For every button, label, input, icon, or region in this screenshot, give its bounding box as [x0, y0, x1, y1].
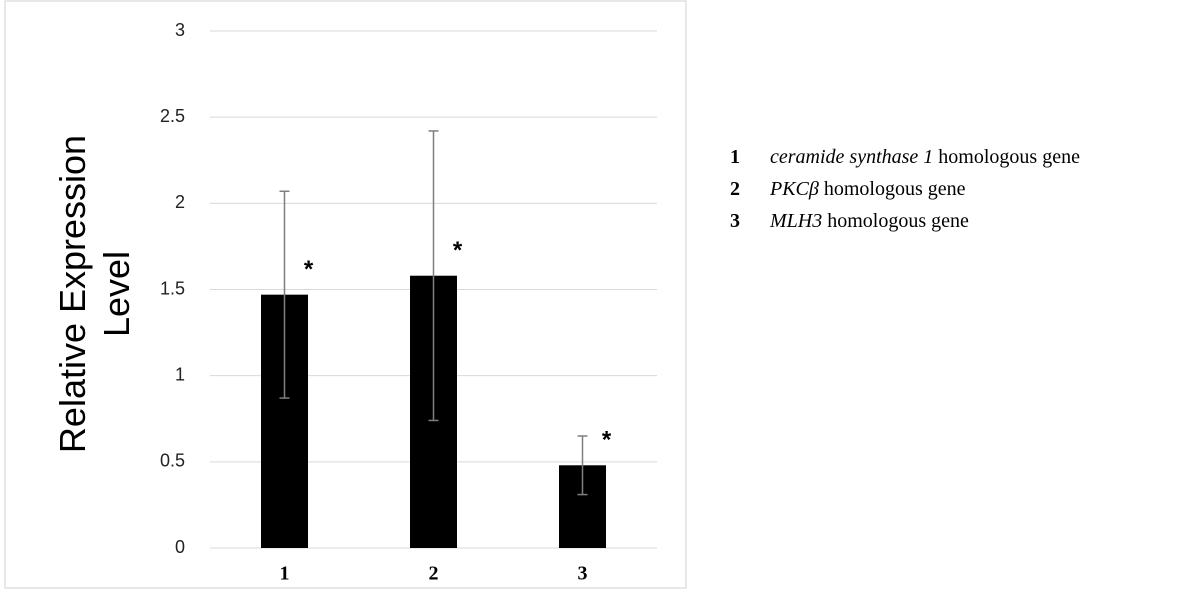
legend-entry: 1 ceramide synthase 1 homologous gene [730, 146, 1080, 178]
y-tick-label: 3 [175, 20, 185, 40]
legend-entry: 2 PKCβ homologous gene [730, 178, 1080, 210]
legend-gene: ceramide synthase 1 [770, 146, 934, 168]
y-tick-label: 2.5 [160, 106, 185, 126]
legend-suffix: homologous gene [827, 210, 969, 232]
y-tick-label: 2 [175, 192, 185, 212]
legend: 1 ceramide synthase 1 homologous gene 2 PKCβ… [730, 146, 1080, 242]
x-tick-label: 3 [578, 563, 588, 585]
y-tick-label: 0.5 [160, 451, 185, 471]
legend-key: 1 [730, 146, 740, 168]
legend-gene: PKCβ [770, 178, 819, 200]
plot-frame [4, 0, 687, 589]
y-tick-label: 1 [175, 364, 185, 384]
legend-suffix: homologous gene [823, 178, 966, 200]
significance-mark: * [304, 256, 314, 283]
x-tick-label: 1 [280, 563, 290, 585]
legend-suffix: homologous gene [938, 146, 1080, 168]
significance-mark: * [453, 237, 463, 264]
legend-key: 2 [730, 178, 740, 200]
legend-gene: MLH3 [770, 210, 823, 232]
y-tick-label: 1.5 [160, 278, 185, 298]
y-axis-label: Relative Expression Level [52, 134, 137, 454]
legend-entry: 3 MLH3 homologous gene [730, 210, 1080, 242]
x-tick-label: 2 [429, 563, 439, 585]
significance-mark: * [602, 427, 612, 454]
y-tick-label: 0 [175, 537, 185, 557]
legend-key: 3 [730, 210, 740, 232]
